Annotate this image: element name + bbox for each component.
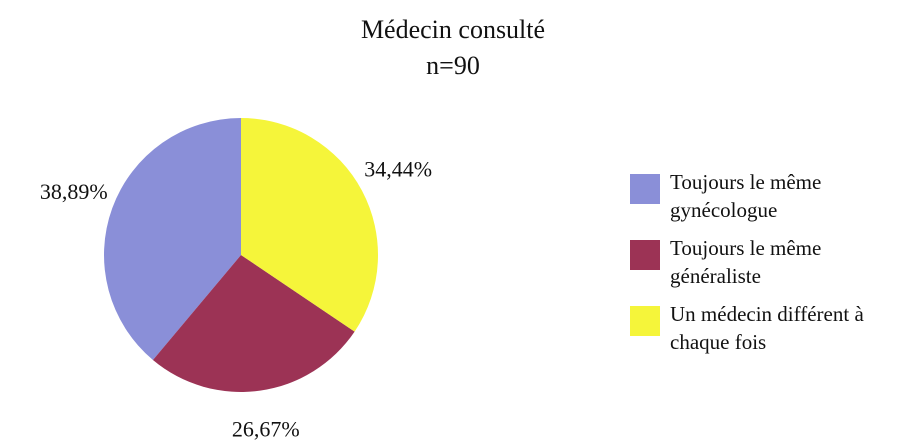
- legend-label: Toujours le même généraliste: [670, 236, 822, 288]
- legend-swatch: [630, 240, 660, 270]
- legend-item: Toujours le même gynécologue: [630, 168, 880, 224]
- legend-swatch: [630, 306, 660, 336]
- legend-label: Toujours le même gynécologue: [670, 170, 822, 222]
- data-label: 34,44%: [364, 156, 432, 181]
- legend-item: Un médecin différent à chaque fois: [630, 300, 880, 356]
- legend-item: Toujours le même généraliste: [630, 234, 880, 290]
- data-label: 38,89%: [40, 179, 108, 204]
- legend-swatch: [630, 174, 660, 204]
- pie-slice: [152, 255, 355, 392]
- chart-subtitle: n=90: [426, 51, 480, 80]
- pie-slice: [104, 118, 241, 360]
- legend: Toujours le même gynécologue Toujours le …: [630, 168, 880, 366]
- chart-title: Médecin consulté: [361, 15, 545, 44]
- data-label: 26,67%: [232, 416, 300, 441]
- pie-slice: [241, 117, 378, 332]
- legend-label: Un médecin différent à chaque fois: [670, 302, 864, 354]
